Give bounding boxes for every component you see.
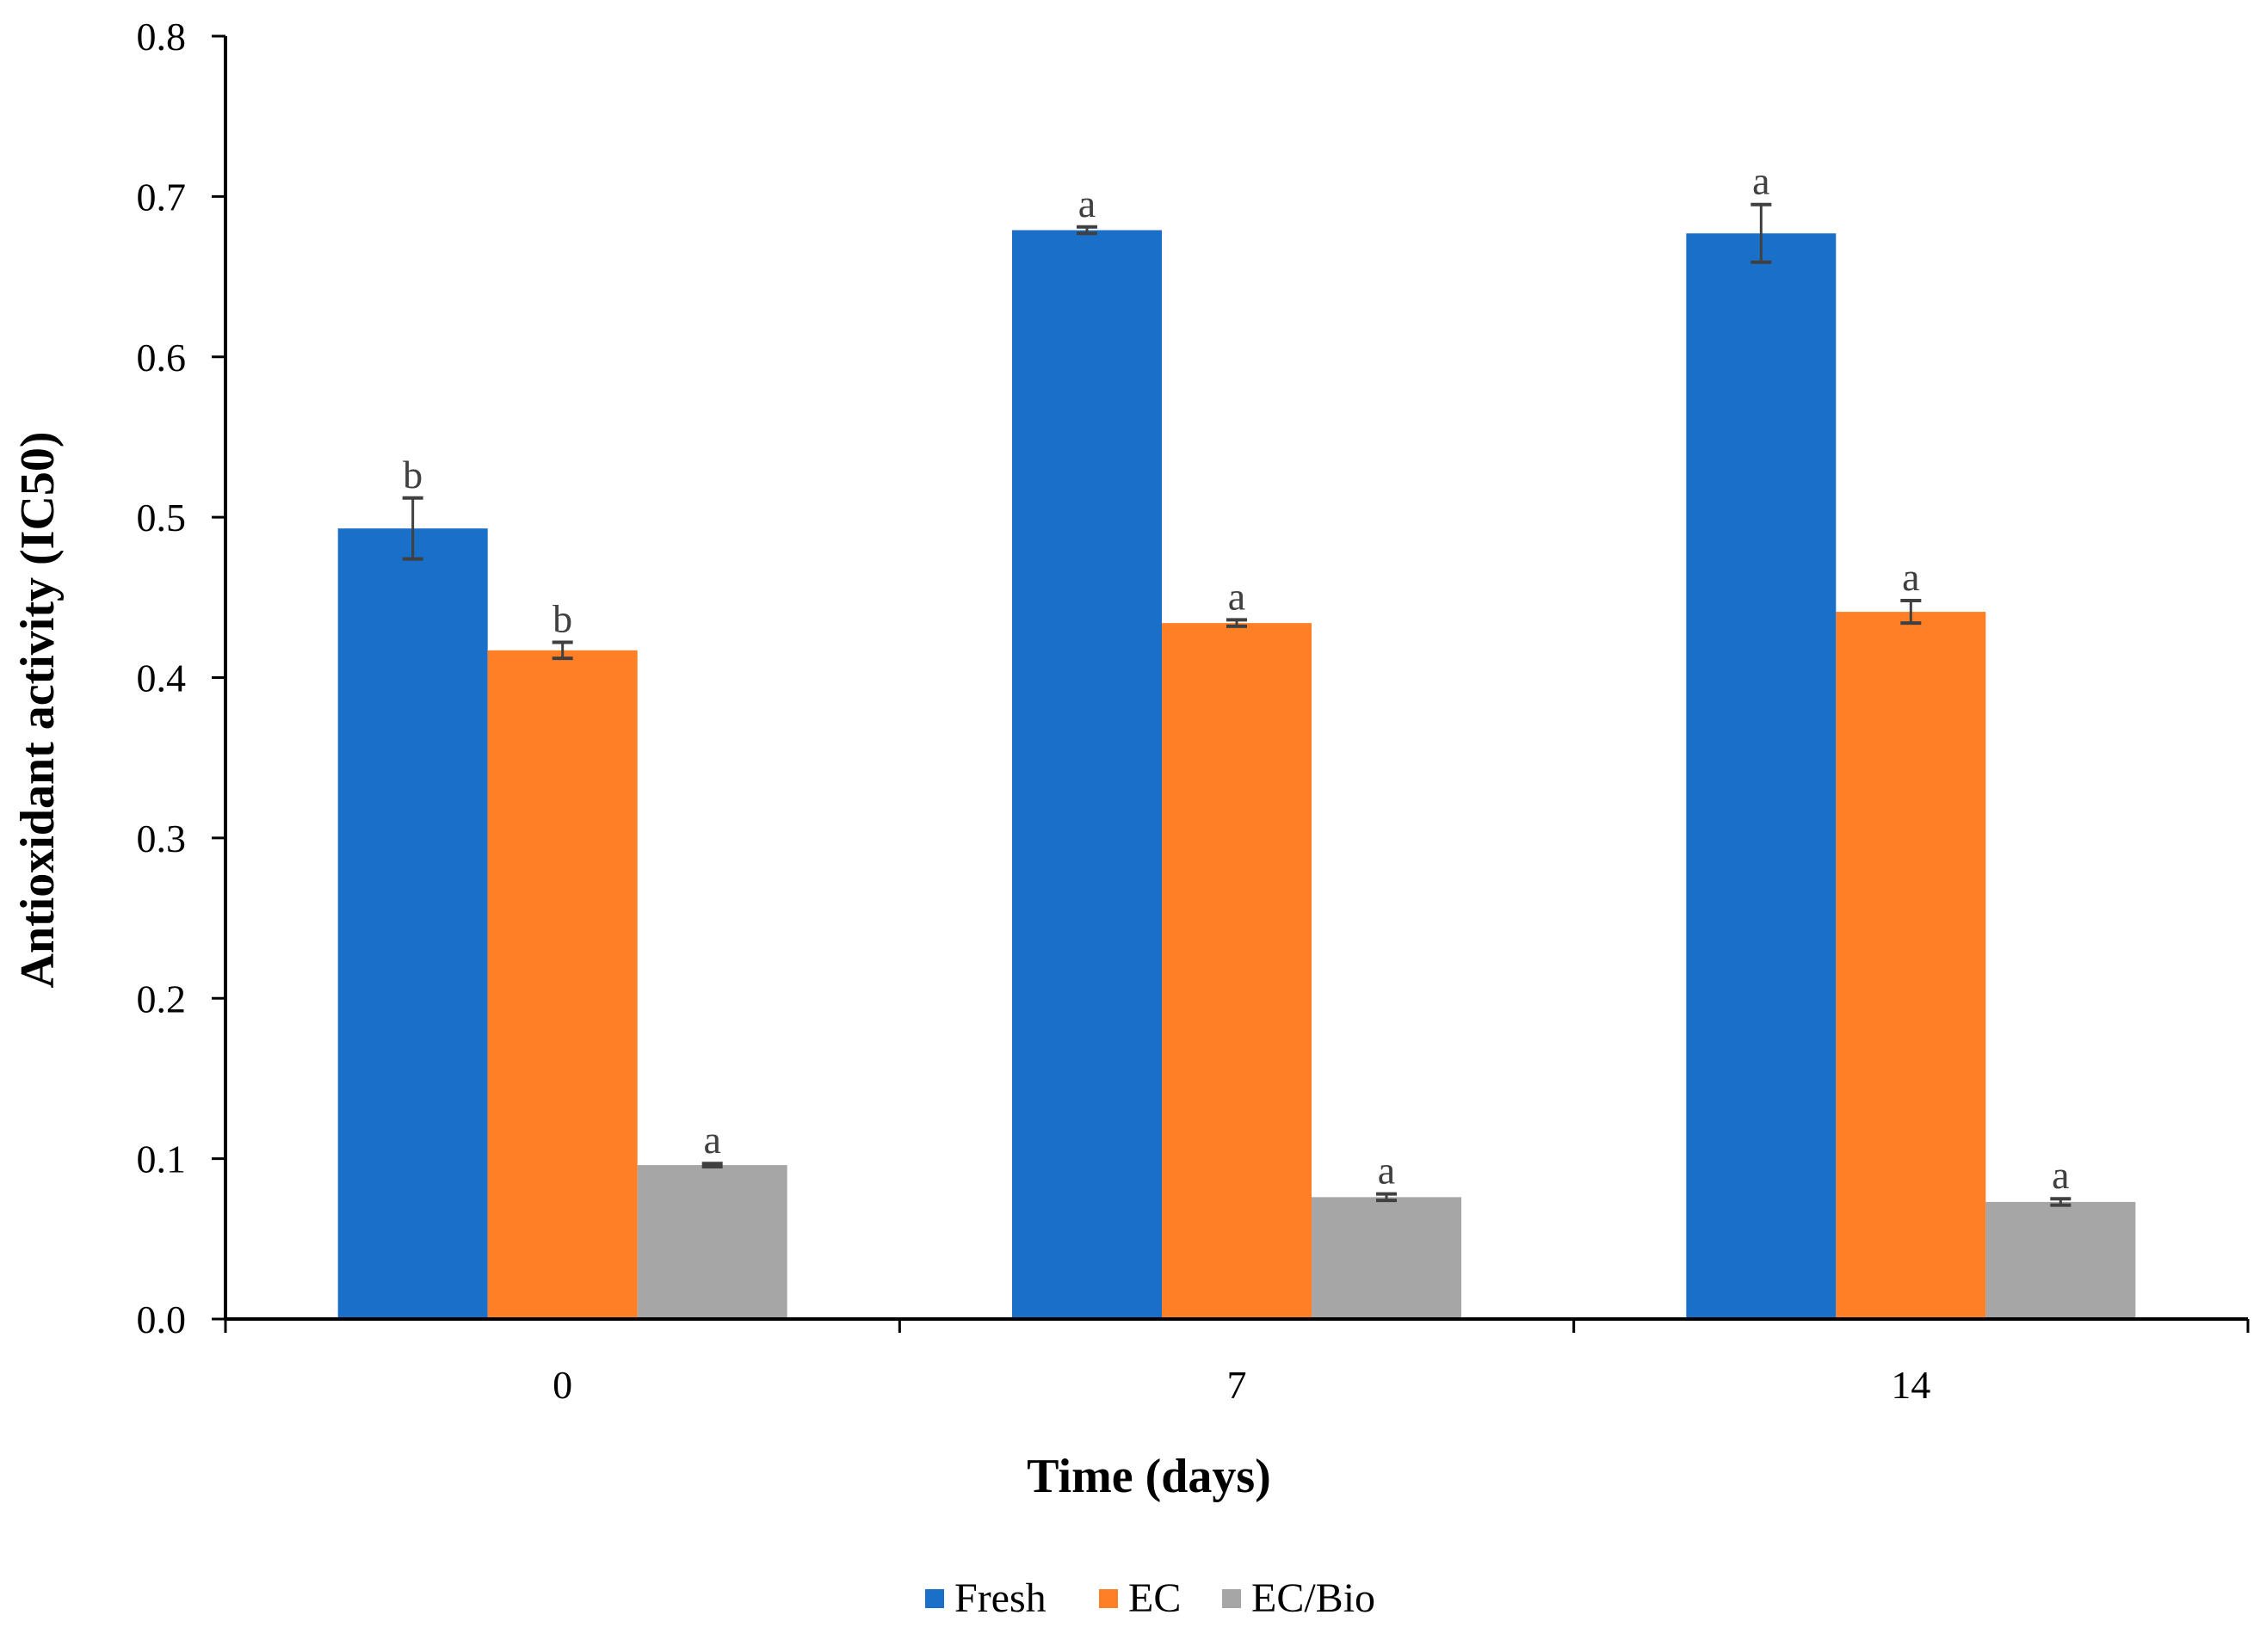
error-bar	[402, 496, 423, 561]
bar-fresh-day-7	[1012, 230, 1162, 1319]
error-bar	[701, 1162, 723, 1168]
error-bar	[2050, 1197, 2072, 1207]
bar-ec-day-14	[1836, 612, 1986, 1319]
legend-swatch	[1222, 1589, 1241, 1608]
x-tick-label: 14	[1891, 1363, 1930, 1407]
significance-letter: b	[403, 453, 423, 496]
bar-ec-bio-day-0	[637, 1165, 787, 1319]
bar-fresh-day-0	[337, 528, 488, 1319]
legend-item: EC	[1099, 1575, 1181, 1621]
significance-letter: a	[703, 1118, 720, 1162]
y-tick-label: 0.7	[137, 175, 187, 219]
legend-label: EC	[1128, 1575, 1181, 1621]
x-tick-label: 7	[1227, 1363, 1247, 1407]
y-tick-label: 0.4	[137, 656, 187, 700]
legend-label: Fresh	[954, 1575, 1047, 1621]
y-tick-label: 0.3	[137, 817, 187, 860]
error-bar	[1750, 202, 1772, 264]
y-tick-label: 0.2	[137, 977, 187, 1020]
legend-swatch	[1099, 1589, 1118, 1608]
significance-letter: b	[553, 596, 572, 640]
significance-letter: a	[1902, 555, 1919, 599]
y-axis-title: Antioxidant activity (IC50)	[11, 431, 65, 988]
significance-letter: a	[1078, 182, 1096, 225]
error-bar	[1077, 225, 1097, 236]
bar-ec-bio-day-7	[1312, 1197, 1461, 1319]
x-tick-label: 0	[553, 1363, 572, 1407]
error-bar	[1900, 599, 1922, 626]
bar-ec-day-7	[1162, 623, 1312, 1319]
x-axis-title: Time (days)	[1027, 1450, 1271, 1503]
legend-swatch	[925, 1589, 944, 1608]
significance-letter: a	[1378, 1149, 1395, 1193]
y-ticks: 0.0 0.1 0.2 0.3 0.4 0.5 0.6 0.7 0.8	[137, 15, 225, 1341]
bar-ec-bio-day-14	[1985, 1201, 2136, 1319]
y-tick-label: 0.1	[137, 1137, 187, 1181]
y-tick-label: 0.0	[137, 1298, 187, 1341]
legend: Fresh EC EC/Bio	[925, 1575, 1375, 1621]
error-bar	[552, 640, 573, 661]
y-tick-label: 0.5	[137, 496, 187, 539]
error-bar	[1226, 618, 1247, 628]
legend-item: Fresh	[925, 1575, 1047, 1621]
error-bar	[1376, 1192, 1397, 1203]
bar-ec-day-0	[487, 650, 638, 1319]
legend-item: EC/Bio	[1222, 1575, 1375, 1621]
x-ticks: 0 7 14	[224, 1319, 2250, 1407]
significance-letter: a	[2052, 1153, 2069, 1197]
significance-letter: a	[1752, 159, 1769, 203]
y-tick-label: 0.6	[137, 336, 187, 379]
bar-fresh-day-14	[1686, 233, 1837, 1320]
legend-label: EC/Bio	[1251, 1575, 1375, 1621]
plot-area: b b a a a a a a a	[337, 159, 2136, 1320]
significance-letter: a	[1228, 574, 1245, 618]
y-tick-label: 0.8	[137, 15, 187, 59]
